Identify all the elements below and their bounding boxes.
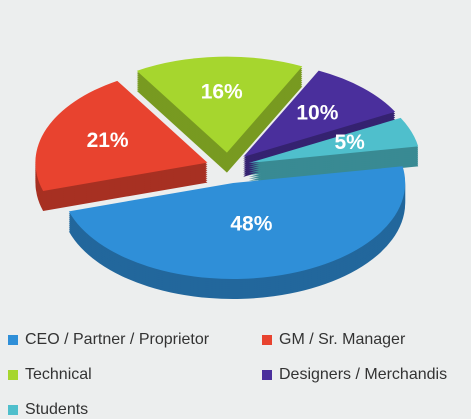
legend-swatch: [8, 335, 18, 345]
pie-tops: 48% 21% 16% 10% 5%: [35, 56, 419, 279]
legend: CEO / Partner / Proprietor GM / Sr. Manag…: [8, 331, 447, 418]
legend-label: GM / Sr. Manager: [279, 331, 406, 348]
legend-label: Technical: [25, 366, 92, 383]
legend-label: Students: [25, 401, 88, 418]
slice: [248, 117, 419, 163]
value-label: 48%: [230, 213, 272, 236]
value-label: 10%: [296, 102, 338, 125]
slice: [136, 56, 303, 153]
slice: [68, 166, 406, 279]
legend-swatch: [8, 405, 18, 415]
legend-swatch: [8, 370, 18, 380]
legend-swatch: [262, 370, 272, 380]
legend-label: Designers / Merchandis: [279, 366, 447, 383]
value-label: 16%: [201, 81, 243, 104]
legend-swatch: [262, 335, 272, 345]
slice: [243, 70, 396, 157]
value-label: 5%: [334, 131, 365, 154]
value-label: 21%: [87, 129, 129, 152]
legend-label: CEO / Partner / Proprietor: [25, 331, 210, 348]
slice: [35, 80, 208, 191]
